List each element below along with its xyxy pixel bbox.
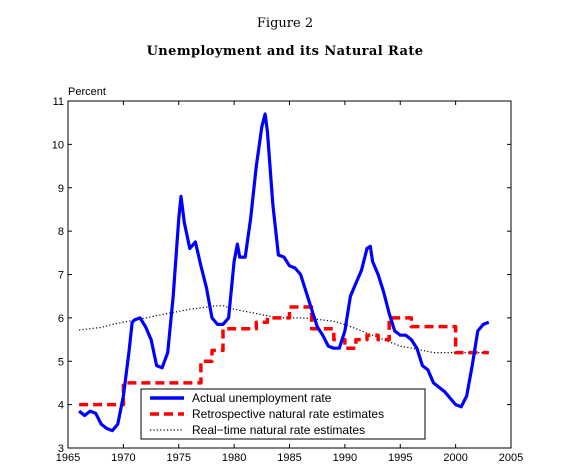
x-tick-label: 1995	[388, 452, 412, 464]
x-tick-label: 1985	[277, 452, 301, 464]
y-tick-label: 6	[58, 313, 64, 325]
y-tick-label: 5	[58, 356, 64, 368]
y-tick-label: 8	[58, 226, 64, 238]
x-tick-label: 2000	[443, 452, 467, 464]
legend-label: Actual unemployment rate	[192, 391, 332, 405]
chart-title: Unemployment and its Natural Rate	[147, 44, 424, 59]
y-tick-label: 3	[58, 443, 64, 455]
series-line-2	[79, 305, 489, 354]
series-line-1	[79, 305, 489, 407]
y-tick-label: 11	[53, 96, 64, 108]
figure-label: Figure 2	[257, 16, 313, 31]
legend-label: Retrospective natural rate estimates	[192, 407, 384, 421]
x-tick-label: 1990	[333, 452, 357, 464]
legend-entry: Actual unemployment rate	[150, 391, 332, 405]
x-tick-label: 1965	[56, 452, 80, 464]
y-tick-label: 4	[58, 400, 64, 412]
series-line-0	[78, 112, 490, 433]
y-tick-label: 7	[58, 270, 64, 282]
x-tick-label: 1975	[167, 452, 191, 464]
y-axis-label: Percent	[68, 86, 106, 98]
legend: Actual unemployment rate Retrospective n…	[140, 388, 426, 440]
x-tick-label: 1970	[111, 452, 135, 464]
x-tick-label: 2005	[499, 452, 523, 464]
legend-box	[140, 388, 426, 440]
series-layer	[78, 112, 490, 433]
legend-entry: Real−time natural rate estimates	[150, 423, 365, 437]
y-tick-label: 10	[52, 139, 64, 151]
x-tick-label: 1980	[222, 452, 246, 464]
y-tick-label: 9	[58, 183, 64, 195]
legend-label: Real−time natural rate estimates	[192, 423, 365, 437]
legend-entry: Retrospective natural rate estimates	[150, 407, 384, 421]
axis-ticks: 1965 1970 1975 1980 1985 1990 1995 2000 2005 3 4 5 6…	[52, 96, 523, 464]
